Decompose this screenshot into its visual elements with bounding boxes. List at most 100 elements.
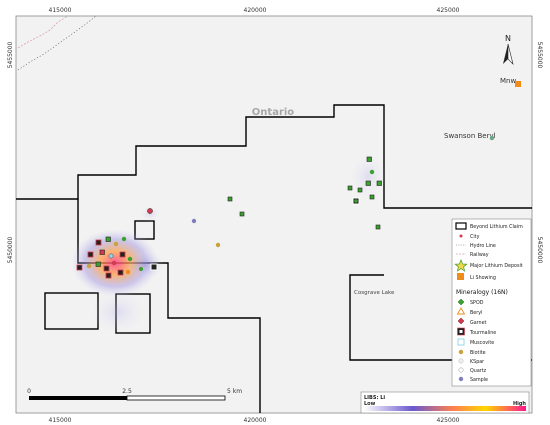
tourmaline-sample-point[interactable] [103, 265, 110, 272]
legend-label: Sample [470, 377, 488, 383]
libs-legend-title: LIBS: Li [364, 395, 385, 401]
spod-sample-point[interactable] [369, 169, 375, 175]
legend-label: Major Lithium Deposit [470, 263, 523, 269]
sample-point[interactable] [191, 218, 197, 224]
spod-sample-point[interactable] [375, 224, 381, 230]
garnet-diamond-icon [457, 317, 465, 325]
legend-label: Garnet [470, 320, 487, 326]
x-tick-label-bottom: 425000 [437, 417, 460, 424]
scale-label: 5 km [227, 388, 242, 395]
map-frame [15, 15, 533, 414]
biotite-sample-point[interactable] [215, 242, 221, 248]
claim-boundary-east [349, 274, 532, 361]
spod-sample-point[interactable] [139, 267, 143, 271]
biotite-sample-point[interactable] [86, 263, 92, 269]
spod-sample-point[interactable] [95, 261, 101, 267]
spod-sample-point[interactable] [357, 187, 363, 193]
region-label: Ontario [252, 107, 295, 118]
x-tick-label: 420000 [244, 7, 267, 14]
legend-section-title: Mineralogy (16N) [456, 289, 508, 296]
north-label: N [505, 34, 511, 43]
li-showing-icon [457, 273, 464, 280]
biotite-circle-icon [458, 349, 464, 355]
legend-label: Beyond Lithium Claim [470, 224, 523, 230]
x-tick-label-bottom: 420000 [244, 417, 267, 424]
legend-label: Hydro Line [470, 243, 496, 249]
kspar-circle-icon [458, 358, 464, 364]
star-icon [454, 259, 468, 272]
tourmaline-sample-point[interactable] [87, 251, 94, 258]
muscovite-square-icon [457, 338, 465, 346]
libs-legend: LIBS: Li Low High [360, 391, 530, 414]
scale-label: 0 [27, 388, 31, 395]
spod-diamond-icon [457, 298, 465, 306]
tourmaline-sample-point[interactable] [105, 272, 112, 279]
garnet-sample-point[interactable] [99, 249, 105, 255]
legend-label: KSpar [470, 359, 484, 365]
y-tick-label-right: 5450000 [536, 237, 543, 264]
libs-heatmap-zone [350, 154, 386, 198]
legend-label: Quartz [470, 368, 487, 374]
major-lithium-deposit-marker[interactable] [489, 135, 495, 141]
spod-sample-point[interactable] [376, 180, 382, 186]
legend-label: Biotite [470, 350, 486, 356]
sample-circle-icon [458, 376, 464, 382]
quartz-circle-icon [458, 367, 464, 373]
claim-box-icon [455, 222, 467, 230]
tourmaline-sample-point[interactable] [117, 269, 124, 276]
y-tick-label: 5450000 [7, 236, 14, 263]
sample-points-west [76, 208, 221, 279]
libs-gradient-bar [364, 406, 526, 411]
legend-label: City [470, 234, 480, 240]
libs-legend-high: High [513, 401, 526, 407]
spod-sample-point[interactable] [227, 196, 233, 202]
li-showing-marker[interactable] [515, 81, 521, 87]
biotite-sample-point[interactable] [113, 241, 119, 247]
y-tick-label-right: 5455000 [536, 42, 543, 69]
beryl-triangle-icon [456, 307, 466, 315]
spod-sample-point[interactable] [365, 180, 371, 186]
x-tick-label: 415000 [49, 7, 72, 14]
y-tick-label: 5455000 [7, 41, 14, 68]
deposit-label: Swanson Beryl [444, 132, 496, 140]
scale-bar: 0 2.5 5 km [27, 388, 242, 401]
tourmaline-sample-point[interactable] [150, 263, 158, 271]
muscovite-sample-point[interactable] [108, 253, 114, 259]
legend-label: Muscovite [470, 340, 494, 346]
spod-sample-point[interactable] [366, 156, 372, 162]
x-tick-label: 425000 [437, 7, 460, 14]
legend-label: Railway [470, 252, 489, 258]
libs-heatmap-zone [125, 251, 165, 279]
libs-legend-low: Low [364, 401, 376, 407]
libs-heatmap-zone [140, 206, 160, 222]
tourmaline-sample-point[interactable] [95, 239, 102, 246]
beryl-sample-point[interactable] [125, 269, 131, 275]
spod-sample-point[interactable] [347, 185, 353, 191]
spod-sample-point[interactable] [369, 194, 375, 200]
x-tick-label-bottom: 415000 [49, 417, 72, 424]
spod-sample-point[interactable] [239, 211, 245, 217]
libs-heatmap-zone [90, 290, 146, 334]
spod-sample-point[interactable] [354, 199, 358, 203]
map-legend: Beyond Lithium Claim City Hydro Line Rai… [451, 218, 532, 387]
north-arrow-icon: N [503, 34, 514, 65]
garnet-sample-point[interactable] [111, 260, 117, 266]
legend-label: Li Showing [470, 275, 496, 281]
legend-label: Beryl [470, 310, 482, 316]
legend-label: SPOD [470, 300, 484, 306]
city-dot-icon [459, 234, 463, 238]
spod-sample-point[interactable] [121, 236, 127, 242]
legend-label: Tourmaline [469, 330, 496, 336]
tourmaline-sample-point[interactable] [119, 251, 126, 258]
sample-points-east [227, 156, 382, 230]
claim-boundary [16, 104, 532, 209]
tourmaline-sample-point[interactable] [76, 264, 83, 271]
spod-sample-point[interactable] [127, 256, 133, 262]
spod-sample-point[interactable] [105, 236, 111, 242]
town-label: Mnw [500, 77, 516, 85]
lake-label: Cosgrave Lake [354, 290, 395, 296]
garnet-sample-point[interactable] [147, 208, 153, 214]
scale-label: 2.5 [122, 388, 132, 395]
